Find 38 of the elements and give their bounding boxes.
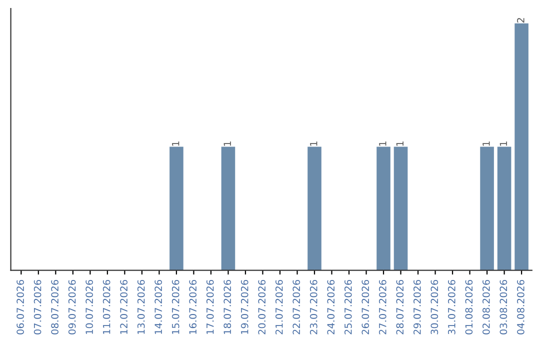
x-tick-label: 25.07.2026 [344, 280, 352, 334]
x-tick-label: 29.07.2026 [413, 280, 421, 334]
x-tick-label: 24.07.2026 [327, 280, 335, 334]
x-tick-label: 13.07.2026 [137, 280, 145, 334]
x-tick-label: 22.07.2026 [292, 280, 300, 334]
x-tick-label: 06.07.2026 [16, 280, 24, 334]
x-tick-label: 10.07.2026 [86, 280, 93, 334]
x-tick-label: 20.07.2026 [258, 280, 266, 334]
data-label: 1 [379, 142, 386, 146]
x-tick-label: 16.07.2026 [189, 280, 197, 334]
x-tick-label: 11.07.2026 [102, 280, 110, 334]
x-tick-label: 31.07.2026 [448, 280, 456, 334]
x-tick-label: 01.08.2026 [465, 280, 473, 334]
x-tick-label: 02.08.2026 [482, 280, 490, 334]
data-label: 1 [172, 142, 180, 146]
data-label: 1 [310, 142, 318, 146]
data-label: 1 [224, 142, 231, 146]
x-tick-label: 03.08.2026 [500, 280, 508, 334]
data-label: 2 [517, 18, 524, 23]
x-tick-label: 30.07.2026 [430, 280, 438, 334]
x-tick-label: 17.07.2026 [206, 280, 214, 334]
data-label: 1 [500, 142, 507, 146]
x-tick-label: 12.07.2026 [120, 280, 128, 334]
x-tick-label: 19.07.2026 [240, 280, 248, 334]
x-tick-label: 14.07.2026 [154, 280, 162, 334]
x-tick-label: 18.07.2026 [224, 280, 232, 334]
x-tick-label: 04.08.2026 [517, 280, 524, 334]
x-tick-label: 27.07.2026 [378, 280, 386, 334]
x-tick-label: 08.07.2026 [51, 280, 58, 334]
data-label: 1 [396, 142, 404, 146]
data-label: 1 [482, 142, 490, 146]
x-tick-label: 26.07.2026 [362, 280, 370, 334]
x-tick-label: 28.07.2026 [396, 280, 404, 334]
x-tick-label: 21.07.2026 [275, 280, 283, 334]
x-tick-label: 09.07.2026 [68, 280, 76, 334]
x-tick-label: 15.07.2026 [172, 280, 180, 334]
x-tick-label: 07.07.2026 [34, 280, 42, 334]
x-tick-label: 23.07.2026 [310, 280, 318, 334]
